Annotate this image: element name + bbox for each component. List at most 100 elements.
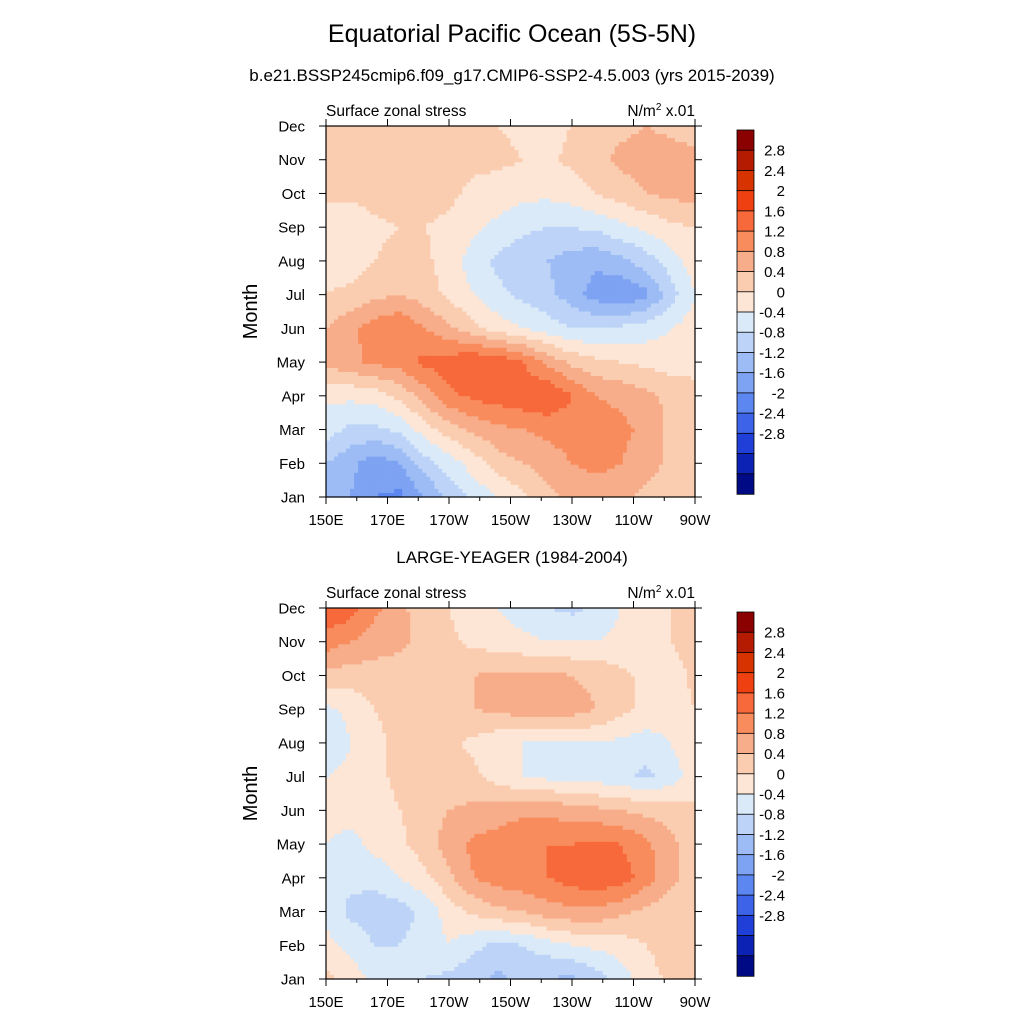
contour-cell xyxy=(390,191,395,196)
contour-cell xyxy=(555,320,560,325)
contour-cell xyxy=(422,223,427,228)
contour-cell xyxy=(478,186,483,191)
contour-cell xyxy=(474,178,479,183)
contour-cell xyxy=(374,223,379,228)
contour-cell xyxy=(410,255,415,260)
contour-cell xyxy=(330,275,335,280)
contour-cell xyxy=(575,162,580,167)
contour-cell xyxy=(551,328,556,333)
contour-cell xyxy=(543,316,548,321)
contour-cell xyxy=(683,170,688,175)
contour-cell xyxy=(683,223,688,228)
contour-cell xyxy=(442,178,447,183)
contour-cell xyxy=(567,166,572,171)
contour-cell xyxy=(342,146,347,151)
contour-cell xyxy=(663,267,668,272)
contour-cell xyxy=(511,207,516,212)
contour-cell xyxy=(615,316,620,321)
contour-cell xyxy=(683,186,688,191)
contour-cell xyxy=(667,267,672,272)
contour-cell xyxy=(575,303,580,308)
contour-cell xyxy=(679,312,684,317)
contour-cell xyxy=(422,203,427,208)
contour-cell xyxy=(623,178,628,183)
contour-cell xyxy=(382,223,387,228)
contour-cell xyxy=(430,174,435,179)
contour-cell xyxy=(454,336,459,341)
contour-cell xyxy=(378,235,383,240)
contour-cell xyxy=(631,215,636,220)
contour-cell xyxy=(382,332,387,337)
contour-cell xyxy=(559,255,564,260)
contour-cell xyxy=(462,134,467,139)
contour-cell xyxy=(366,299,371,304)
contour-cell xyxy=(687,174,692,179)
contour-cell xyxy=(350,223,355,228)
contour-cell xyxy=(623,186,628,191)
contour-cell xyxy=(567,150,572,155)
contour-cell xyxy=(575,166,580,171)
contour-cell xyxy=(478,279,483,284)
contour-cell xyxy=(683,211,688,216)
contour-cell xyxy=(623,247,628,252)
contour-cell xyxy=(426,227,431,232)
contour-cell xyxy=(486,178,491,183)
contour-cell xyxy=(611,332,616,337)
contour-cell xyxy=(583,231,588,236)
contour-cell xyxy=(370,287,375,292)
contour-cell xyxy=(354,130,359,135)
contour-cell xyxy=(555,267,560,272)
contour-cell xyxy=(667,324,672,329)
contour-cell xyxy=(543,320,548,325)
contour-cell xyxy=(410,174,415,179)
contour-cell xyxy=(619,295,624,300)
contour-cell xyxy=(394,283,399,288)
contour-cell xyxy=(595,299,600,304)
contour-cell xyxy=(406,275,411,280)
contour-cell xyxy=(547,227,552,232)
contour-cell xyxy=(531,275,536,280)
contour-cell xyxy=(631,178,636,183)
contour-cell xyxy=(575,146,580,151)
contour-cell xyxy=(346,227,351,232)
contour-cell xyxy=(466,215,471,220)
contour-cell xyxy=(362,178,367,183)
contour-cell xyxy=(418,146,423,151)
contour-cell xyxy=(378,295,383,300)
contour-cell xyxy=(659,134,664,139)
contour-cell xyxy=(611,203,616,208)
contour-cell xyxy=(334,154,339,159)
contour-cell xyxy=(619,255,624,260)
contour-cell xyxy=(675,182,680,187)
contour-cell xyxy=(358,162,363,167)
contour-cell xyxy=(579,316,584,321)
contour-cell xyxy=(434,299,439,304)
contour-cell xyxy=(382,231,387,236)
contour-cell xyxy=(591,211,596,216)
contour-cell xyxy=(527,291,532,296)
contour-cell xyxy=(498,332,503,337)
contour-cell xyxy=(539,271,544,276)
contour-cell xyxy=(358,267,363,272)
contour-cell xyxy=(659,247,664,252)
contour-cell xyxy=(462,275,467,280)
contour-cell xyxy=(595,243,600,248)
contour-cell xyxy=(394,332,399,337)
contour-cell xyxy=(446,215,451,220)
contour-cell xyxy=(334,324,339,329)
contour-cell xyxy=(382,170,387,175)
contour-cell xyxy=(438,195,443,200)
contour-cell xyxy=(687,299,692,304)
contour-cell xyxy=(426,166,431,171)
contour-cell xyxy=(591,186,596,191)
contour-cell xyxy=(675,251,680,256)
contour-cell xyxy=(430,295,435,300)
contour-cell xyxy=(478,336,483,341)
contour-cell xyxy=(406,227,411,232)
contour-cell xyxy=(502,158,507,163)
contour-cell xyxy=(434,138,439,143)
contour-cell xyxy=(623,219,628,224)
contour-cell xyxy=(414,279,419,284)
contour-cell xyxy=(398,186,403,191)
